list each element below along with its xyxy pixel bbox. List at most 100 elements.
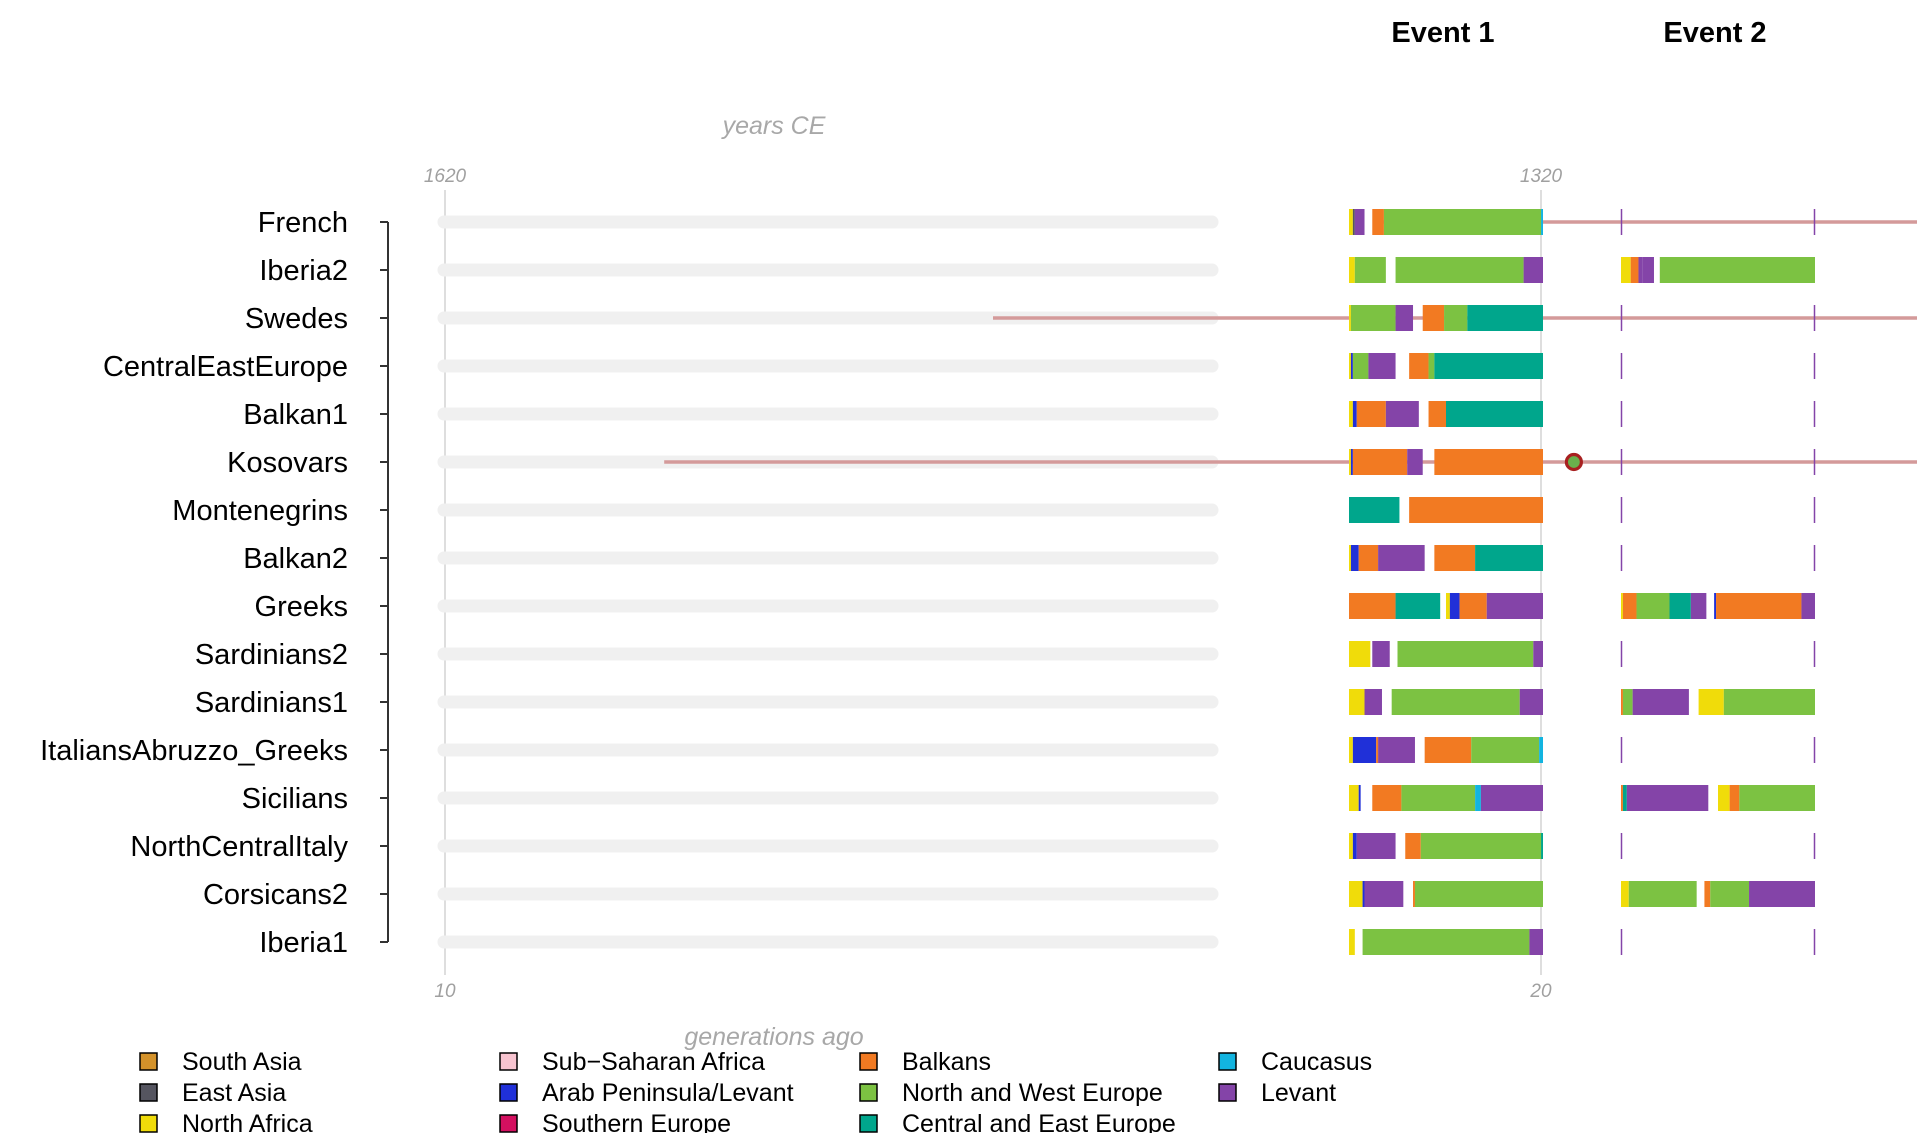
legend-label: Arab Peninsula/Levant bbox=[542, 1079, 794, 1107]
ancestry-segment-arab-peninsula-levant bbox=[1352, 401, 1357, 427]
bottom-tick-label: 20 bbox=[1529, 981, 1552, 1002]
ancestry-segment-north-and-west-europe bbox=[1428, 353, 1435, 379]
ancestry-segment-balkans bbox=[1409, 497, 1543, 523]
ancestry-segment-balkans bbox=[1621, 785, 1623, 811]
event1-title: Event 1 bbox=[1391, 17, 1494, 49]
ancestry-segment-arab-peninsula-levant bbox=[1352, 833, 1357, 859]
legend: South Asia East Asia North Africa Sub−Sahar… bbox=[139, 1048, 1372, 1133]
ancestry-segment-balkans bbox=[1372, 209, 1384, 235]
ancestry-segment-central-and-east-europe bbox=[1446, 401, 1543, 427]
ancestry-segment-north-africa bbox=[1349, 785, 1359, 811]
population-label: Greeks bbox=[255, 591, 348, 623]
ancestry-segment-balkans bbox=[1422, 305, 1445, 331]
ancestry-segment-balkans bbox=[1434, 449, 1543, 475]
legend-swatch-central-and-east-europe bbox=[859, 1114, 878, 1133]
legend-swatch-north-and-west-europe bbox=[859, 1083, 878, 1102]
legend-swatch-levant bbox=[1218, 1083, 1237, 1102]
ancestry-segment-central-and-east-europe bbox=[1669, 593, 1691, 619]
ancestry-segment-north-africa bbox=[1349, 737, 1353, 763]
ancestry-segment-balkans bbox=[1424, 737, 1472, 763]
population-labels: French Iberia2 Swedes CentralEastEurope Balk… bbox=[40, 207, 348, 959]
ancestry-segment-levant bbox=[1749, 881, 1815, 907]
ancestry-segment-balkans bbox=[1405, 833, 1421, 859]
bottom-tick-label: 10 bbox=[434, 981, 456, 1002]
ancestry-segment-levant bbox=[1356, 833, 1396, 859]
ancestry-segment-north-africa bbox=[1349, 929, 1355, 955]
ancestry-segment-north-and-west-europe bbox=[1352, 353, 1369, 379]
ancestry-segment-north-and-west-europe bbox=[1362, 929, 1530, 955]
ancestry-segment-balkans bbox=[1349, 593, 1396, 619]
ancestry-segment-north-africa bbox=[1349, 833, 1353, 859]
confidence-intervals bbox=[664, 220, 1917, 464]
ancestry-segment-north-africa bbox=[1349, 257, 1355, 283]
ancestry-segment-caucasus bbox=[1541, 209, 1543, 235]
ancestry-segment-north-africa bbox=[1349, 305, 1351, 331]
ancestry-segment-arab-peninsula-levant bbox=[1350, 545, 1359, 571]
ancestry-segment-caucasus bbox=[1475, 785, 1481, 811]
ancestry-segment-levant bbox=[1486, 593, 1543, 619]
event2-title: Event 2 bbox=[1663, 17, 1766, 49]
population-label: French bbox=[258, 207, 348, 239]
population-label: Sardinians2 bbox=[195, 639, 348, 671]
ancestry-segment-north-and-west-europe bbox=[1622, 689, 1633, 715]
bottom-tick-labels: 102030405060 bbox=[434, 981, 1552, 1002]
ancestry-segment-central-and-east-europe bbox=[1475, 545, 1543, 571]
population-label: Kosovars bbox=[227, 447, 348, 479]
ancestry-segment-balkans bbox=[1622, 593, 1637, 619]
population-label: Corsicans2 bbox=[203, 879, 348, 911]
ancestry-segment-levant bbox=[1529, 929, 1543, 955]
ancestry-segment-central-and-east-europe bbox=[1395, 593, 1441, 619]
ancestry-segment-east-asia bbox=[1352, 209, 1355, 235]
legend-label: Balkans bbox=[902, 1048, 991, 1076]
row-tracks bbox=[437, 215, 1219, 949]
ancestry-segment-balkans bbox=[1376, 737, 1379, 763]
ancestry-segment-north-africa bbox=[1698, 689, 1724, 715]
top-tick-label: 1620 bbox=[424, 166, 467, 187]
ancestry-segment-levant bbox=[1395, 305, 1414, 331]
ancestry-segment-north-and-west-europe bbox=[1420, 833, 1542, 859]
ancestry-segment-north-and-west-europe bbox=[1739, 785, 1815, 811]
legend-label: North Africa bbox=[182, 1110, 313, 1133]
legend-label: South Asia bbox=[182, 1048, 302, 1076]
ancestry-segment-levant bbox=[1642, 257, 1654, 283]
ancestry-segment-north-africa bbox=[1349, 401, 1353, 427]
population-label: Montenegrins bbox=[172, 495, 348, 527]
ancestry-segment-balkans bbox=[1358, 545, 1379, 571]
legend-swatch-balkans bbox=[859, 1052, 878, 1071]
ancestry-segment-north-and-west-europe bbox=[1710, 881, 1750, 907]
ancestry-segment-arab-peninsula-levant bbox=[1350, 449, 1353, 475]
estimate-point bbox=[1564, 452, 1583, 472]
ancestry-segment-north-and-west-europe bbox=[1391, 689, 1520, 715]
ancestry-segment-north-and-west-europe bbox=[1471, 737, 1540, 763]
ancestry-segment-north-africa bbox=[1621, 257, 1631, 283]
ancestry-segment-north-and-west-europe bbox=[1397, 641, 1534, 667]
ancestry-segment-north-and-west-europe bbox=[1659, 257, 1815, 283]
ancestry-segment-levant bbox=[1407, 449, 1423, 475]
ancestry-segment-balkans bbox=[1630, 257, 1639, 283]
ancestry-segment-north-africa bbox=[1349, 641, 1371, 667]
ancestry-segment-central-and-east-europe bbox=[1434, 353, 1543, 379]
ancestry-segment-north-and-west-europe bbox=[1414, 881, 1543, 907]
ancestry-segment-balkans bbox=[1621, 689, 1623, 715]
ancestry-segment-levant bbox=[1533, 641, 1543, 667]
gridlines bbox=[444, 190, 1542, 975]
population-label: Swedes bbox=[245, 303, 348, 335]
legend-label: Central and East Europe bbox=[902, 1110, 1176, 1133]
ancestry-segment-north-and-west-europe bbox=[1395, 257, 1524, 283]
legend-swatch-southern-europe bbox=[499, 1114, 518, 1133]
population-axis bbox=[380, 221, 389, 943]
ancestry-segment-arab-peninsula-levant bbox=[1352, 737, 1377, 763]
event1-bars bbox=[1349, 209, 1543, 955]
ancestry-segment-north-africa bbox=[1349, 545, 1351, 571]
ancestry-segment-levant bbox=[1378, 545, 1425, 571]
ancestry-segment-levant bbox=[1626, 785, 1709, 811]
ancestry-segment-levant bbox=[1364, 881, 1404, 907]
ancestry-segment-balkans bbox=[1413, 881, 1415, 907]
top-tick-label: 1320 bbox=[1520, 166, 1563, 187]
ancestry-segment-arab-peninsula-levant bbox=[1350, 353, 1353, 379]
ancestry-segment-levant bbox=[1632, 689, 1689, 715]
legend-label: North and West Europe bbox=[902, 1079, 1163, 1107]
ancestry-segment-north-africa bbox=[1349, 689, 1365, 715]
ancestry-segment-north-and-west-europe bbox=[1723, 689, 1815, 715]
